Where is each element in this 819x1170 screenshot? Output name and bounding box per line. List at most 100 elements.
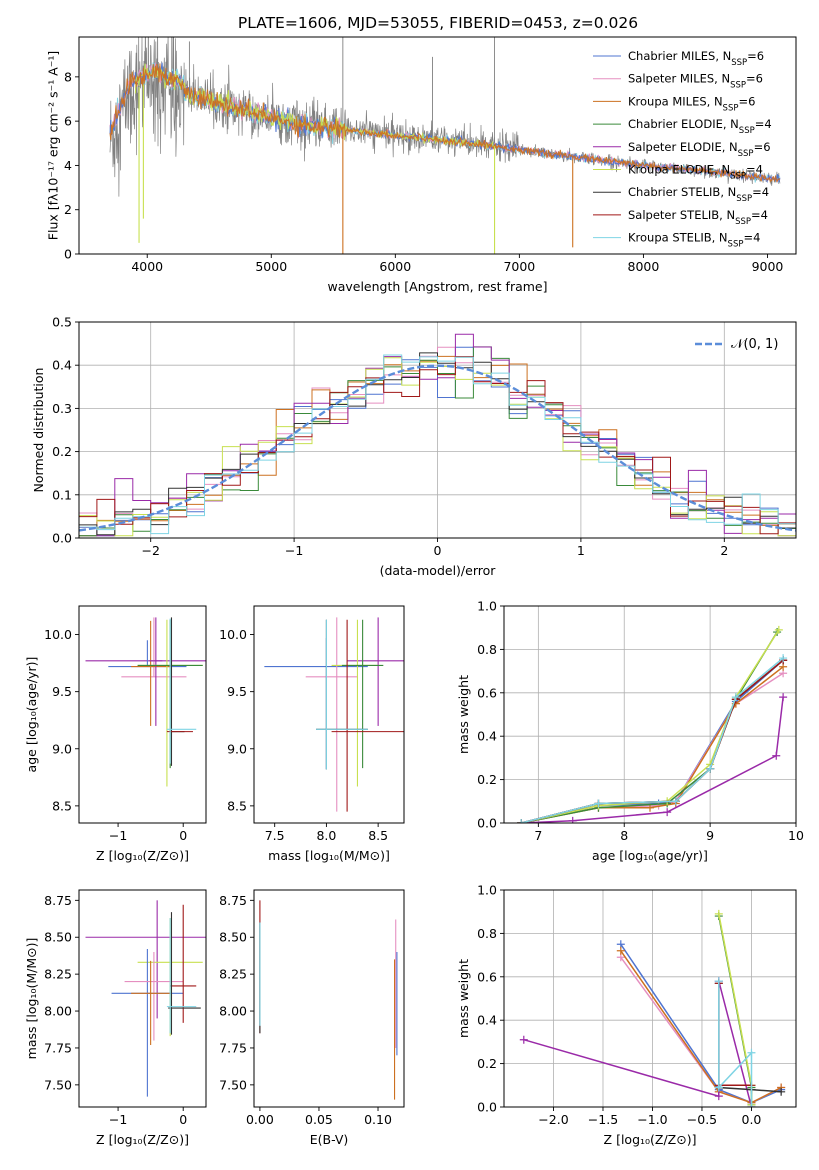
y-tick-label: 2	[64, 202, 72, 217]
errorbar	[166, 618, 197, 764]
point-marker	[714, 1092, 723, 1101]
legend-label: 𝒩(0, 1)	[731, 337, 778, 352]
plot-area-mass-vs-ebv	[259, 900, 398, 1100]
y-tick-label: 0.3	[52, 401, 72, 416]
x-tick-label: 9	[706, 828, 714, 843]
series-line	[616, 946, 786, 1107]
errorbar	[347, 617, 404, 726]
x-tick-label: −1	[109, 1112, 127, 1127]
x-tick-label: 10	[788, 828, 804, 843]
y-axis-label: mass weight	[456, 959, 471, 1038]
errorbar	[170, 617, 185, 766]
y-tick-label: 8.5	[52, 798, 72, 813]
axes-residuals: −2 −1 0 1 2 0.0 0.1 0.2 0.3 0.4 0.5 (data-model)/er…	[31, 315, 797, 578]
y-tick-label: 8.00	[219, 1004, 247, 1019]
legend-subscript: SSP	[738, 149, 754, 159]
axes-frame	[503, 605, 797, 824]
y-tick-label: 7.50	[44, 1077, 72, 1092]
x-tick-label: 2	[720, 543, 728, 558]
plot-area-spectrum	[109, 37, 781, 254]
legend-suffix: =4	[746, 163, 763, 177]
y-tick-label: 4	[64, 158, 72, 173]
y-tick-label: 1.0	[477, 599, 497, 614]
y-tick-label: 8	[64, 69, 72, 84]
x-tick-label: 0.00	[246, 1112, 274, 1127]
errorbar	[166, 918, 197, 1034]
errorbar	[111, 949, 184, 1097]
x-axis-label: Z [log₁₀(Z/Z⊙)]	[604, 1132, 697, 1147]
y-tick-label: 0.2	[52, 444, 72, 459]
legend-label: Chabrier MILES, NSSP=6	[628, 49, 764, 68]
legend-subscript: SSP	[735, 217, 751, 227]
errorbar	[170, 904, 197, 1023]
y-tick-label: 0.2	[477, 1056, 497, 1071]
y-axis-label: mass weight	[456, 675, 471, 754]
y-tick-label: 0.0	[477, 1100, 497, 1115]
axes-mass-vs-Z: −1 0 7.50 7.75 8.00 8.25 8.50 8.75 Z [log₁₀(Z/Z⊙…	[24, 889, 207, 1147]
series-line	[616, 940, 786, 1107]
point-marker	[731, 693, 740, 702]
plot-area-mass-vs-Z	[85, 900, 206, 1097]
y-tick-label: 0.6	[477, 969, 497, 984]
axes-spectrum: 4000 5000 6000 7000 8000 9000 0 2 4 6 8 wavelength …	[46, 36, 797, 294]
axes-weight-vs-Z: −2.0 −1.5 −1.0 −0.5 0.0 0.0 0.2 0.4 0.6 0.8 1.0 Z […	[456, 883, 797, 1147]
x-tick-label: 4000	[131, 259, 163, 274]
point-marker	[663, 808, 672, 817]
axes-weight-vs-age: 7 8 9 10 0.0 0.2 0.4 0.6 0.8 1.0 age [log₁₀(age/yr…	[456, 599, 804, 864]
x-tick-label: 0	[179, 828, 187, 843]
plot-area-residuals	[79, 333, 796, 537]
point-marker	[777, 1087, 786, 1096]
y-tick-label: 0.6	[477, 685, 497, 700]
legend-label: Kroupa ELODIE, NSSP=4	[628, 163, 763, 182]
y-axis-label: Normed distribution	[31, 368, 46, 493]
axes-mass-vs-ebv: 0.00 0.05 0.10 7.50 7.75 8.00 8.25 8.50 8.75 E(B-…	[219, 889, 405, 1147]
errorbar	[331, 619, 404, 812]
legend-suffix: =6	[754, 140, 771, 154]
x-axis-label: age [log₁₀(age/yr)]	[592, 848, 708, 863]
plot-area-weight-vs-Z	[519, 909, 786, 1107]
axes-frame	[78, 36, 797, 255]
point-marker	[779, 654, 788, 663]
x-tick-label: 1	[577, 543, 585, 558]
x-tick-label: 0	[179, 1112, 187, 1127]
x-tick-label: 9000	[752, 259, 784, 274]
series-line	[517, 693, 788, 823]
errorbar	[85, 900, 206, 1019]
point-marker	[714, 909, 723, 918]
axes-frame	[78, 889, 207, 1108]
x-tick-label: −1.5	[588, 1112, 618, 1127]
axes-frame	[503, 889, 797, 1108]
legend: Chabrier MILES, NSSP=6 Salpeter MILES, NS…	[593, 49, 772, 250]
series-line	[714, 912, 756, 1107]
y-tick-label: 7.75	[219, 1040, 247, 1055]
y-tick-label: 0.4	[477, 1013, 497, 1028]
plot-area-age-vs-mass	[264, 617, 404, 812]
x-tick-label: 7000	[503, 259, 535, 274]
point-marker	[616, 946, 625, 955]
y-tick-label: 9.5	[52, 684, 72, 699]
series-path	[620, 950, 782, 1104]
y-tick-label: 0.1	[52, 487, 72, 502]
y-tick-label: 8.50	[219, 930, 247, 945]
axes-frame	[78, 605, 207, 824]
series-line	[714, 977, 756, 1107]
x-tick-label: 0.0	[742, 1112, 762, 1127]
x-tick-label: −2.0	[538, 1112, 568, 1127]
y-tick-label: 6	[64, 114, 72, 129]
y-axis-label: Flux [fλ10⁻¹⁷ erg cm⁻² s⁻¹ A⁻¹]	[46, 51, 61, 240]
legend-subscript: SSP	[736, 194, 752, 204]
series-line	[517, 654, 788, 823]
y-tick-label: 9.0	[227, 741, 247, 756]
model-spectrum	[109, 62, 781, 183]
x-tick-label: 6000	[379, 259, 411, 274]
y-tick-label: 8.00	[44, 1004, 72, 1019]
errorbar	[316, 619, 368, 770]
legend-subscript: SSP	[723, 103, 739, 113]
legend-suffix: =6	[738, 94, 755, 108]
legend-suffix: =4	[751, 208, 768, 222]
errorbar	[316, 619, 368, 770]
legend-subscript: SSP	[731, 58, 747, 68]
y-tick-label: 8.75	[44, 893, 72, 908]
y-tick-label: 8.75	[219, 893, 247, 908]
point-marker	[519, 1035, 528, 1044]
